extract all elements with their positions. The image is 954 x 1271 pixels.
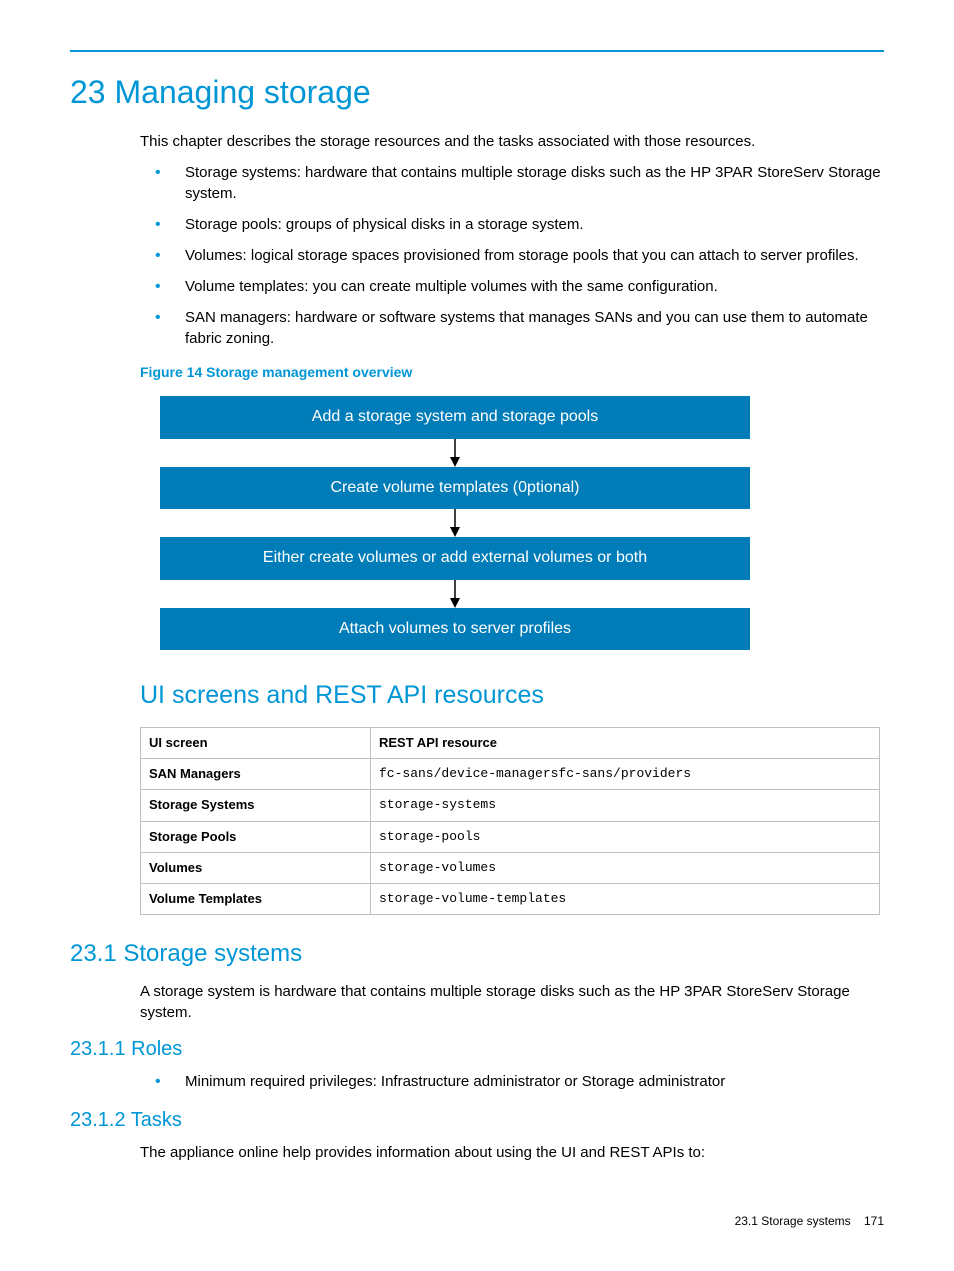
top-horizontal-rule [70,50,884,52]
footer-section: 23.1 Storage systems [735,1214,851,1228]
table-cell-api: storage-pools [371,821,880,852]
flowchart: Add a storage system and storage pools C… [160,396,750,650]
flow-step-1: Add a storage system and storage pools [160,396,750,438]
figure-caption: Figure 14 Storage management overview [140,363,884,383]
roles-bullet-list: Minimum required privileges: Infrastruct… [155,1071,884,1092]
table-row: SAN Managers fc-sans/device-managersfc-s… [141,759,880,790]
table-row: Storage Systems storage-systems [141,790,880,821]
list-item: SAN managers: hardware or software syste… [155,307,884,349]
table-cell-ui: SAN Managers [141,759,371,790]
section-23-1-2-body: The appliance online help provides infor… [140,1142,884,1163]
footer-page-number: 171 [864,1214,884,1228]
chapter-number: 23 [70,74,106,110]
table-cell-api: storage-systems [371,790,880,821]
flow-arrow [160,580,750,608]
flow-arrow [160,509,750,537]
table-cell-ui: Storage Pools [141,821,371,852]
table-cell-ui: Volume Templates [141,883,371,914]
table-header-rest-api: REST API resource [371,727,880,758]
chapter-title-text: Managing storage [114,74,370,110]
table-row: Volumes storage-volumes [141,852,880,883]
list-item: Storage pools: groups of physical disks … [155,214,884,235]
api-resource-table: UI screen REST API resource SAN Managers… [140,727,880,915]
list-item: Minimum required privileges: Infrastruct… [155,1071,884,1092]
arrow-down-icon [448,580,462,608]
list-item: Volume templates: you can create multipl… [155,276,884,297]
section-23-1-title: 23.1 Storage systems [70,937,884,971]
section-23-1-1-title: 23.1.1 Roles [70,1035,884,1063]
section-ui-api-title: UI screens and REST API resources [140,678,884,713]
section-23-1-2-title: 23.1.2 Tasks [70,1106,884,1134]
list-item: Storage systems: hardware that contains … [155,162,884,204]
table-row: Storage Pools storage-pools [141,821,880,852]
table-header-ui-screen: UI screen [141,727,371,758]
table-cell-api: fc-sans/device-managersfc-sans/providers [371,759,880,790]
table-cell-ui: Storage Systems [141,790,371,821]
table-cell-api: storage-volumes [371,852,880,883]
chapter-intro: This chapter describes the storage resou… [140,131,884,152]
table-row: Volume Templates storage-volume-template… [141,883,880,914]
chapter-title: 23 Managing storage [70,70,884,115]
flow-step-4: Attach volumes to server profiles [160,608,750,650]
section-23-1-body: A storage system is hardware that contai… [140,981,884,1023]
list-item: Volumes: logical storage spaces provisio… [155,245,884,266]
table-header-row: UI screen REST API resource [141,727,880,758]
flow-step-3: Either create volumes or add external vo… [160,537,750,579]
arrow-down-icon [448,509,462,537]
main-bullet-list: Storage systems: hardware that contains … [155,162,884,349]
table-cell-ui: Volumes [141,852,371,883]
flow-arrow [160,439,750,467]
arrow-down-icon [448,439,462,467]
flow-step-2: Create volume templates (0ptional) [160,467,750,509]
table-cell-api: storage-volume-templates [371,883,880,914]
page-footer: 23.1 Storage systems 171 [70,1213,884,1230]
